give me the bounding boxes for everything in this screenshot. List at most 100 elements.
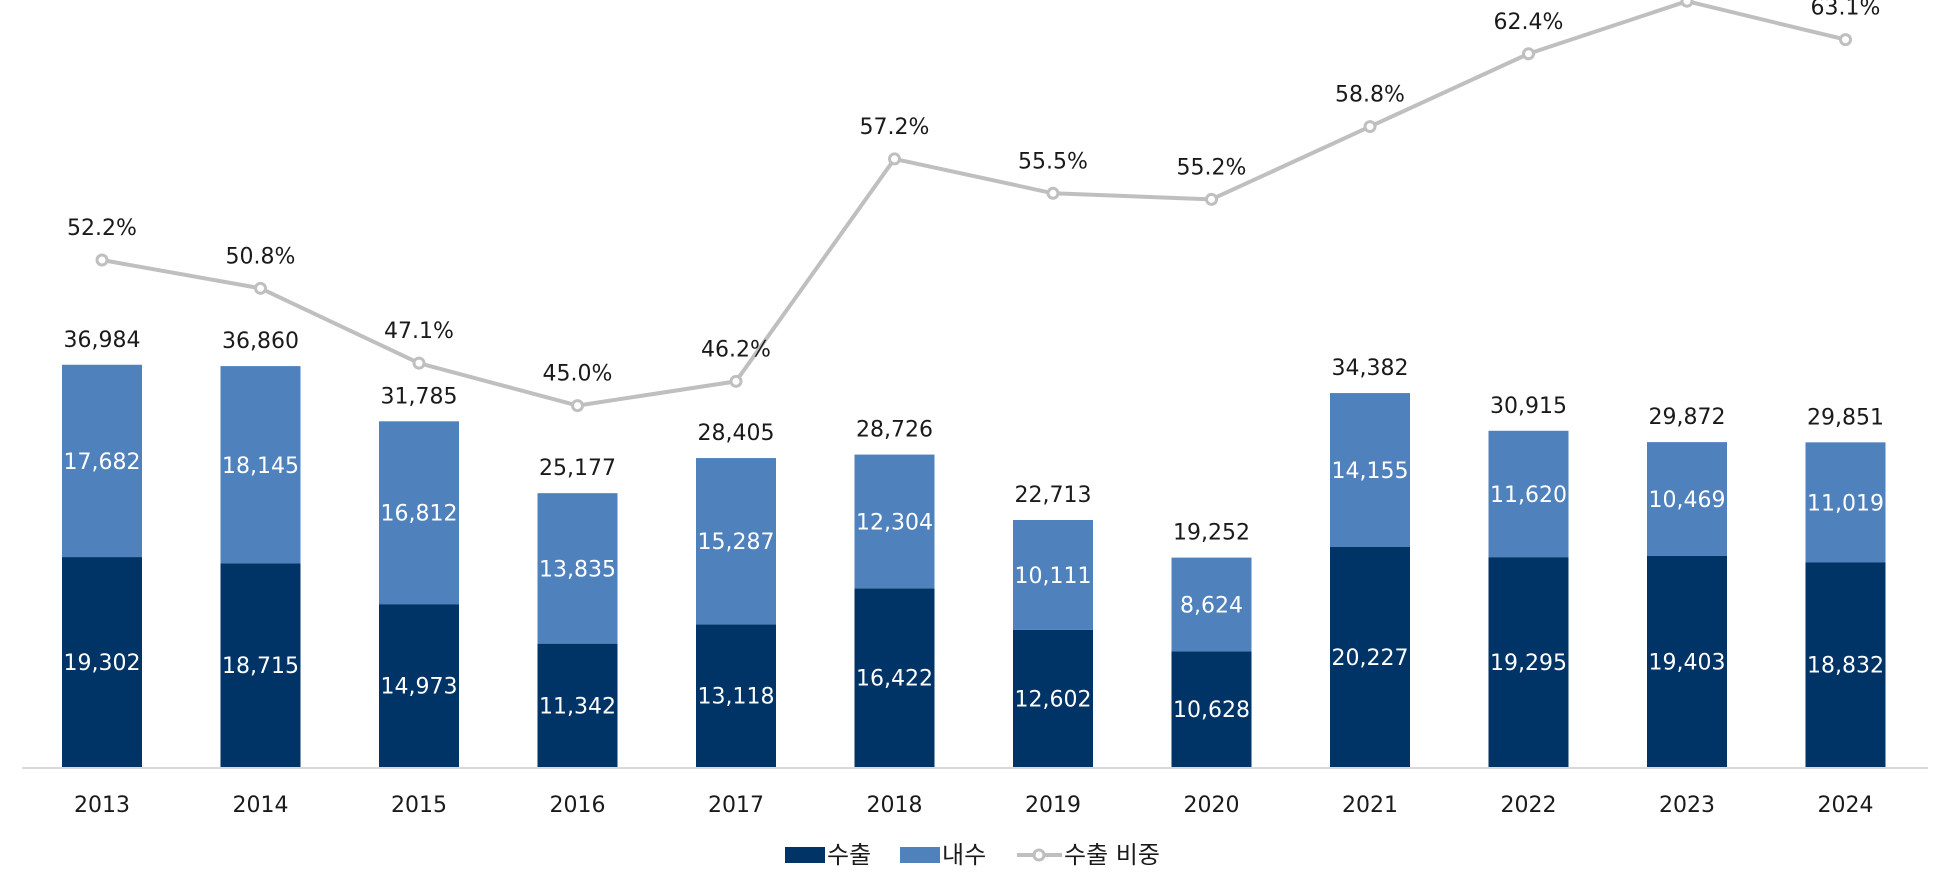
bar-domestic-2022 xyxy=(1488,430,1569,558)
bar-export-2019 xyxy=(1013,629,1093,767)
bar-export-2018 xyxy=(854,588,935,767)
total-value-label: 22,713 xyxy=(1015,483,1092,508)
x-tick-label: 2024 xyxy=(1818,793,1874,818)
export-share-label: 58.8% xyxy=(1335,83,1405,108)
export-value-label: 18,832 xyxy=(1807,654,1884,679)
total-value-label: 36,860 xyxy=(222,329,299,354)
export-value-label: 19,302 xyxy=(64,651,141,676)
x-tick-label: 2016 xyxy=(550,793,606,818)
export-value-label: 10,628 xyxy=(1173,698,1250,723)
bar-domestic-2020 xyxy=(1171,557,1252,652)
domestic-value-label: 14,155 xyxy=(1332,459,1409,484)
export-share-label: 52.2% xyxy=(67,216,137,241)
domestic-value-label: 11,620 xyxy=(1490,483,1567,508)
domestic-value-label: 12,304 xyxy=(856,510,933,535)
bar-export-2020 xyxy=(1171,651,1252,767)
export-share-point xyxy=(571,399,584,413)
export-value-label: 18,715 xyxy=(222,654,299,679)
x-tick-label: 2021 xyxy=(1342,793,1398,818)
export-share-point xyxy=(1839,33,1852,47)
total-value-label: 19,252 xyxy=(1173,521,1250,546)
export-value-label: 11,342 xyxy=(539,694,616,719)
x-tick-label: 2015 xyxy=(391,793,447,818)
domestic-value-label: 10,111 xyxy=(1015,564,1092,589)
bar-domestic-2013 xyxy=(62,364,142,558)
domestic-value-label: 18,145 xyxy=(222,454,299,479)
export-share-label: 46.2% xyxy=(701,337,771,362)
total-value-label: 30,915 xyxy=(1490,394,1567,419)
export-share-label: 50.8% xyxy=(226,244,296,269)
legend-swatch-share-point xyxy=(1032,848,1046,862)
legend-label-export: 수출 xyxy=(827,841,871,869)
export-share-point xyxy=(412,356,426,370)
bar-export-2017 xyxy=(696,624,776,767)
bar-export-2023 xyxy=(1647,555,1727,767)
export-share-point xyxy=(1363,120,1377,134)
domestic-value-label: 17,682 xyxy=(64,450,141,475)
export-share-point xyxy=(1046,186,1060,200)
bar-domestic-2024 xyxy=(1805,442,1886,563)
total-value-label: 36,984 xyxy=(64,328,141,353)
bar-domestic-2021 xyxy=(1330,393,1410,548)
x-tick-label: 2014 xyxy=(233,793,289,818)
legend-label-domestic: 내수 xyxy=(942,841,986,869)
total-value-label: 28,726 xyxy=(856,418,933,443)
bar-export-2015 xyxy=(379,604,459,767)
export-share-label: 55.5% xyxy=(1018,149,1088,174)
export-value-label: 19,295 xyxy=(1490,651,1567,676)
bar-domestic-2016 xyxy=(537,493,618,644)
export-share-label: 63.1% xyxy=(1811,0,1881,21)
x-tick-label: 2013 xyxy=(74,793,130,818)
bar-domestic-2019 xyxy=(1013,519,1093,630)
export-value-label: 14,973 xyxy=(381,675,458,700)
bars-layer xyxy=(62,364,1886,767)
domestic-value-label: 10,469 xyxy=(1649,488,1726,513)
export-share-label: 45.0% xyxy=(543,362,613,387)
legend-label-share: 수출 비중 xyxy=(1064,841,1160,869)
export-value-label: 19,403 xyxy=(1649,650,1726,675)
bar-export-2014 xyxy=(220,563,301,767)
labels-layer: 19,302 17,682 36,984 18,715 18,145 36,860 14,9… xyxy=(64,328,1884,723)
domestic-value-label: 15,287 xyxy=(698,530,775,555)
bar-domestic-2015 xyxy=(379,421,459,605)
bar-export-2024 xyxy=(1805,562,1886,767)
domestic-value-label: 16,812 xyxy=(381,502,458,527)
bar-domestic-2017 xyxy=(696,458,776,625)
x-tick-label: 2020 xyxy=(1184,793,1240,818)
domestic-value-label: 8,624 xyxy=(1180,594,1243,619)
legend: 수출 내수 수출 비중 xyxy=(785,841,1160,869)
x-axis-ticks: 2013 2014 2015 2016 2017 2018 2019 2020 2021 2022… xyxy=(74,793,1874,818)
bar-export-2021 xyxy=(1330,547,1410,767)
legend-swatch-export xyxy=(785,847,825,863)
export-value-label: 13,118 xyxy=(698,685,775,710)
total-value-label: 28,405 xyxy=(698,421,775,446)
total-value-label: 31,785 xyxy=(381,384,458,409)
x-tick-label: 2018 xyxy=(867,793,923,818)
total-value-label: 29,872 xyxy=(1649,405,1726,430)
export-share-line xyxy=(101,0,1846,408)
bar-domestic-2014 xyxy=(220,366,301,564)
total-value-label: 29,851 xyxy=(1807,405,1884,430)
export-share-point xyxy=(1680,0,1694,8)
bar-export-2013 xyxy=(62,557,142,767)
total-value-label: 34,382 xyxy=(1332,356,1409,381)
export-share-point xyxy=(95,253,109,267)
bar-domestic-2018 xyxy=(854,454,935,589)
export-share-point xyxy=(729,374,743,388)
x-tick-label: 2017 xyxy=(708,793,764,818)
export-share-label: 57.2% xyxy=(860,115,930,140)
domestic-value-label: 13,835 xyxy=(539,557,616,582)
export-share-point xyxy=(1522,47,1535,61)
x-tick-label: 2023 xyxy=(1659,793,1715,818)
export-value-label: 16,422 xyxy=(856,667,933,692)
export-share-point xyxy=(254,281,267,295)
export-share-label: 47.1% xyxy=(384,319,454,344)
bar-domestic-2023 xyxy=(1647,442,1727,556)
bar-export-2022 xyxy=(1488,557,1569,767)
export-share-point xyxy=(888,152,901,166)
export-share-label: 55.2% xyxy=(1177,155,1247,180)
x-tick-label: 2019 xyxy=(1025,793,1081,818)
export-share-line-layer: 52.2% 50.8% 47.1% 45.0% 46.2% 57.2% 55.5% 55.2%… xyxy=(67,0,1881,413)
export-value-label: 12,602 xyxy=(1015,687,1092,712)
